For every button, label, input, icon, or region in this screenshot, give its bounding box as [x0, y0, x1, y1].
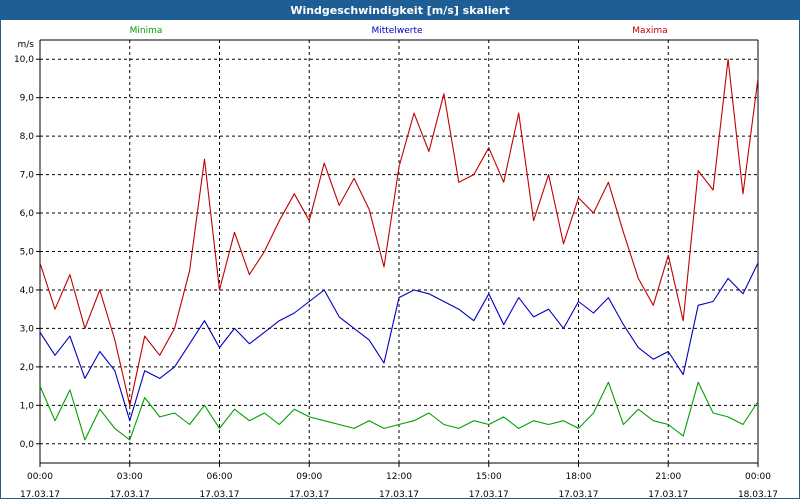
window-title: Windgeschwindigkeit [m/s] skaliert: [0, 0, 800, 20]
x-tick-date: 17.03.17: [20, 490, 60, 498]
legend-maxima: Maxima: [632, 26, 667, 36]
tick-labels: 0,0 1,0 2,0 3,0 4,0 5,0 6,0 7,0 8,0 9,0 10,0 m/s 00:…: [14, 40, 778, 498]
y-tick-label: 0,0: [20, 440, 35, 450]
y-tick-label: 6,0: [20, 209, 35, 219]
series-line-minima: [39, 381, 759, 441]
grid: [40, 40, 758, 463]
y-tick-label: 3,0: [20, 324, 35, 334]
x-tick-time: 12:00: [386, 472, 412, 482]
legend-minima: Minima: [130, 26, 163, 36]
legend-mittelwerte: Mittelwerte: [371, 26, 422, 36]
y-tick-label: 4,0: [20, 286, 35, 296]
x-tick-time: 00:00: [745, 472, 771, 482]
y-tick-label: 7,0: [20, 171, 35, 181]
legend: Minima Mittelwerte Maxima: [130, 26, 668, 36]
x-tick-time: 15:00: [476, 472, 502, 482]
y-tick-label: 9,0: [20, 94, 35, 104]
series-lines: [39, 58, 759, 441]
x-tick-time: 00:00: [27, 472, 53, 482]
y-tick-label: 10,0: [14, 55, 34, 65]
wind-speed-chart: 0,0 1,0 2,0 3,0 4,0 5,0 6,0 7,0 8,0 9,0 10,0 m/s 00:…: [14, 26, 778, 498]
x-tick-date: 18.03.17: [738, 490, 778, 498]
x-tick-date: 17.03.17: [199, 490, 239, 498]
x-tick-time: 21:00: [655, 472, 681, 482]
y-tick-label: 8,0: [20, 132, 35, 142]
series-line-maxima: [39, 58, 759, 406]
x-tick-date: 17.03.17: [558, 490, 598, 498]
series-line-mittelwerte: [39, 262, 759, 422]
y-tick-label: 5,0: [20, 248, 35, 258]
x-tick-time: 09:00: [296, 472, 322, 482]
x-tick-date: 17.03.17: [648, 490, 688, 498]
y-tick-label: 1,0: [20, 401, 35, 411]
x-tick-time: 18:00: [566, 472, 592, 482]
x-tick-time: 06:00: [207, 472, 233, 482]
x-tick-date: 17.03.17: [289, 490, 329, 498]
x-tick-time: 03:00: [117, 472, 143, 482]
y-axis-label: m/s: [18, 40, 35, 50]
x-tick-date: 17.03.17: [110, 490, 150, 498]
y-tick-label: 2,0: [20, 363, 35, 373]
axes: [36, 39, 759, 467]
x-tick-date: 17.03.17: [469, 490, 509, 498]
x-tick-date: 17.03.17: [379, 490, 419, 498]
